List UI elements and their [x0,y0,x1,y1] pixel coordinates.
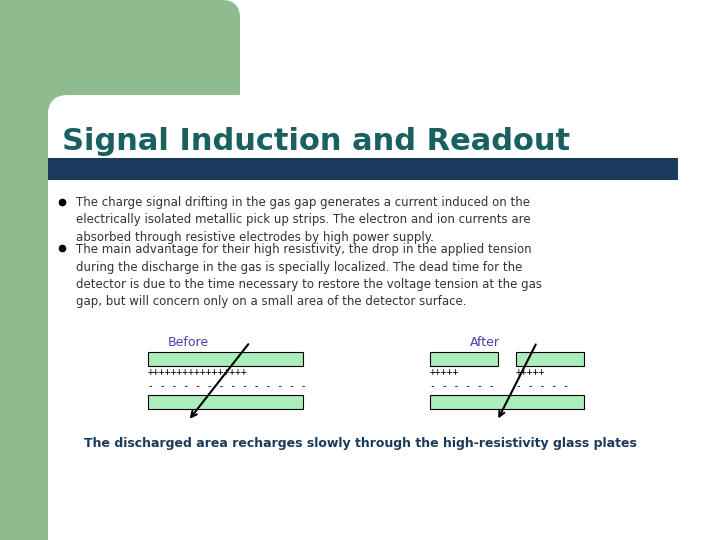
Bar [430,352,498,366]
Text: +++++++++++++++++: +++++++++++++++++ [148,367,248,377]
Text: The charge signal drifting in the gas gap generates a current induced on the
ele: The charge signal drifting in the gas ga… [76,196,531,244]
Text: +++++: +++++ [430,367,459,377]
Text: Signal Induction and Readout: Signal Induction and Readout [62,127,570,157]
Bar [148,352,303,366]
Text: +++++: +++++ [516,367,545,377]
Bar [148,395,303,409]
Text: Before: Before [168,336,209,349]
Bar [516,352,584,366]
Text: - - - - -: - - - - - [516,381,569,391]
FancyBboxPatch shape [0,0,240,110]
Text: The main advantage for their high resistivity, the drop in the applied tension
d: The main advantage for their high resist… [76,243,542,308]
Text: The discharged area recharges slowly through the high-resistivity glass plates: The discharged area recharges slowly thr… [84,437,636,450]
Bar [0,0,48,540]
FancyBboxPatch shape [48,95,258,540]
Text: - - - - - -: - - - - - - [430,381,495,391]
Bar [430,395,584,409]
Bar [48,158,678,180]
Text: After: After [470,336,500,349]
Text: - - - - - - - - - - - - - -: - - - - - - - - - - - - - - [148,381,307,391]
